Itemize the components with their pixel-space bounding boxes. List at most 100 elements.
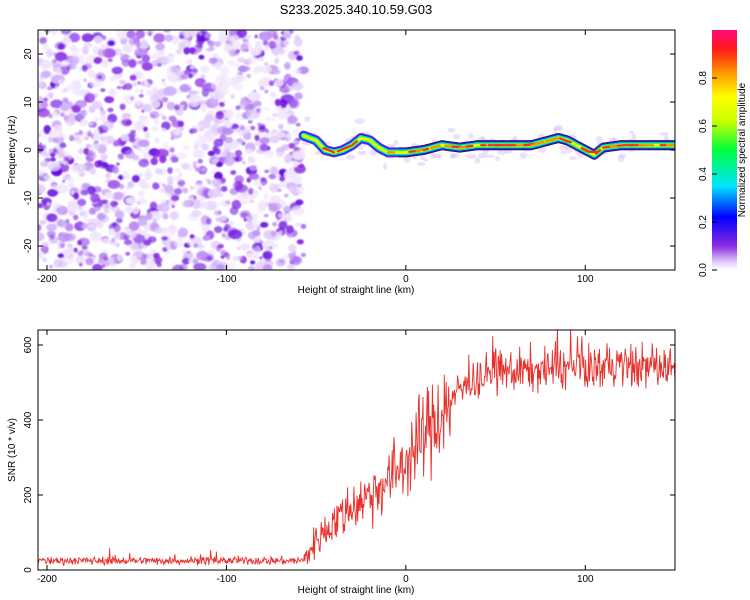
noise-blob xyxy=(75,255,86,265)
noise-blob xyxy=(48,92,54,98)
noise-blob xyxy=(212,158,219,165)
noise-blob xyxy=(149,99,161,109)
ridge-peak xyxy=(422,147,429,152)
noise-blob xyxy=(208,57,218,64)
noise-blob xyxy=(258,126,267,133)
noise-blob xyxy=(89,122,94,126)
noise-blob xyxy=(215,263,225,270)
noise-blob xyxy=(55,67,63,76)
noise-blob xyxy=(87,69,96,79)
noise-blob xyxy=(99,162,110,169)
noise-blob xyxy=(224,156,235,166)
noise-blob xyxy=(269,136,280,144)
noise-blob xyxy=(274,98,281,107)
noise-blob xyxy=(149,111,160,119)
noise-blob xyxy=(76,221,83,228)
ridge-halo xyxy=(420,155,426,161)
noise-blob xyxy=(108,88,117,97)
noise-blob xyxy=(151,86,158,95)
noise-blob xyxy=(38,82,47,89)
noise-blob xyxy=(166,176,174,184)
noise-blob xyxy=(174,167,181,172)
noise-blob xyxy=(38,95,43,100)
noise-blob xyxy=(121,59,130,67)
noise-blob xyxy=(268,173,276,180)
noise-blob xyxy=(178,42,185,50)
noise-blob xyxy=(277,109,288,119)
noise-blob xyxy=(217,200,224,206)
ridge-halo xyxy=(595,136,603,142)
noise-blob xyxy=(236,30,247,39)
noise-blob xyxy=(128,221,140,231)
noise-blob xyxy=(258,258,264,263)
noise-blob xyxy=(78,148,84,155)
noise-blob xyxy=(105,45,109,50)
noise-blob xyxy=(123,83,133,90)
colorbar-tick-label: 0.6 xyxy=(698,119,709,133)
noise-blob xyxy=(129,242,140,251)
noise-blob xyxy=(171,119,182,128)
noise-blob xyxy=(129,74,137,81)
noise-blob xyxy=(42,257,48,263)
noise-blob xyxy=(38,168,45,177)
noise-blob xyxy=(137,148,145,154)
noise-blob xyxy=(214,226,223,234)
noise-blob xyxy=(191,209,202,217)
noise-blob xyxy=(97,75,103,80)
noise-blob xyxy=(170,195,180,202)
noise-blob xyxy=(62,176,68,181)
noise-blob xyxy=(209,125,216,132)
ridge-peak xyxy=(530,140,545,147)
ridge-halo xyxy=(393,140,399,146)
noise-blob xyxy=(291,206,305,216)
noise-blob xyxy=(75,100,87,109)
noise-blob xyxy=(83,42,93,49)
noise-blob xyxy=(125,251,131,256)
ridge-peak xyxy=(322,147,336,154)
noise-blob xyxy=(121,170,130,180)
noise-blob xyxy=(224,147,231,153)
noise-blob xyxy=(86,185,96,195)
x-tick-label: -100 xyxy=(216,274,236,285)
noise-blob xyxy=(116,85,122,90)
noise-blob xyxy=(65,219,70,224)
noise-blob xyxy=(214,41,222,47)
noise-blob xyxy=(151,126,159,132)
noise-blob xyxy=(96,221,104,229)
noise-blob xyxy=(254,134,260,142)
noise-blob xyxy=(192,149,205,159)
x-tick-label: 0 xyxy=(403,574,409,585)
noise-blob xyxy=(85,257,94,266)
noise-blob xyxy=(237,65,248,73)
noise-blob xyxy=(245,66,251,71)
noise-blob xyxy=(210,80,222,91)
noise-blob xyxy=(189,65,195,70)
noise-blob xyxy=(59,152,65,158)
noise-blob xyxy=(186,58,193,65)
noise-blob xyxy=(192,161,198,165)
noise-blob xyxy=(284,153,293,163)
noise-blob xyxy=(135,41,141,48)
noise-blob xyxy=(270,166,278,175)
noise-blob xyxy=(117,153,124,160)
noise-blob xyxy=(214,62,223,70)
noise-blob xyxy=(107,107,114,113)
noise-blob xyxy=(80,118,88,127)
noise-blob xyxy=(141,38,147,44)
colorbar-tick-label: 0.0 xyxy=(698,263,709,277)
y-tick-label: -10 xyxy=(23,190,34,205)
noise-blob xyxy=(258,186,262,190)
noise-blob xyxy=(126,30,136,39)
ridge-halo xyxy=(519,152,528,159)
noise-blob xyxy=(109,76,117,82)
noise-blob xyxy=(272,51,279,57)
noise-blob xyxy=(217,243,224,249)
noise-blob xyxy=(250,125,256,131)
ridge-peak xyxy=(616,144,625,147)
spectrogram-ylabel: Frequency (Hz) xyxy=(7,116,18,185)
noise-blob xyxy=(218,87,230,96)
noise-blob xyxy=(89,167,97,175)
noise-blob xyxy=(138,94,144,98)
snr-ticks: -200 -100 0 100 0 200 400 600 xyxy=(23,330,675,585)
noise-blob xyxy=(60,60,70,67)
